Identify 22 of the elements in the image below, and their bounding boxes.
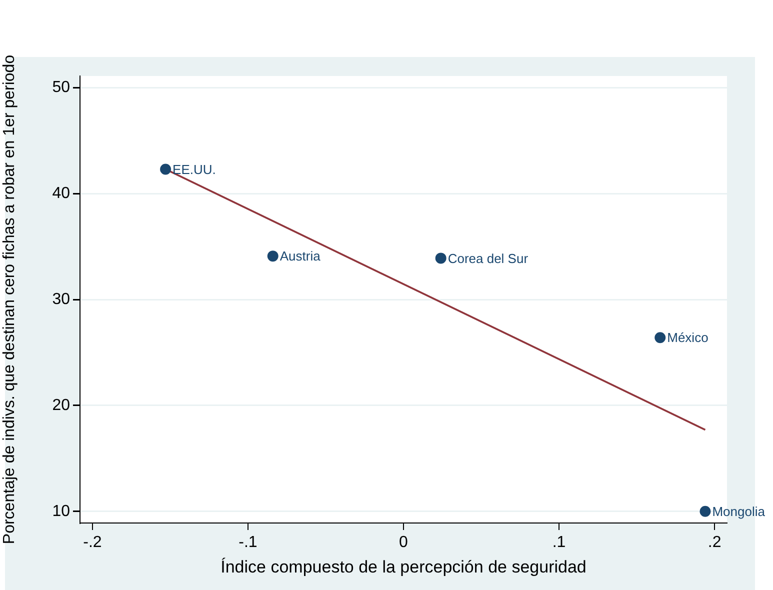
point (700, 506, 711, 517)
y-tick-label: 20 (52, 396, 70, 414)
point (654, 332, 666, 344)
x-tick-label: .1 (552, 534, 566, 552)
y-tick-label: 10 (52, 502, 70, 520)
x-tick-label: -.2 (83, 534, 102, 552)
y-tick-label: 50 (52, 79, 70, 96)
x-tick-label: 0 (399, 534, 408, 552)
point (160, 164, 172, 175)
point (267, 250, 278, 262)
x-tick-label: -.1 (238, 534, 258, 552)
y-tick-label: 30 (52, 290, 70, 308)
annotation: Corea del Sur (448, 250, 529, 266)
annotation: México (667, 330, 708, 346)
annotation: Austria (280, 248, 322, 264)
y-axis-title: Porcentaje de indivs. que destinan cero fichas a robar en 1er periodo (1, 54, 18, 544)
annotation: EE.UU. (172, 162, 216, 177)
y-tick-label: 40 (52, 184, 70, 202)
x-axis-title: Índice compuesto de la percepción de seguridad (220, 557, 586, 576)
point (435, 252, 446, 264)
annotation: Mongolia (712, 504, 766, 519)
x-tick-label: .2 (708, 534, 722, 552)
